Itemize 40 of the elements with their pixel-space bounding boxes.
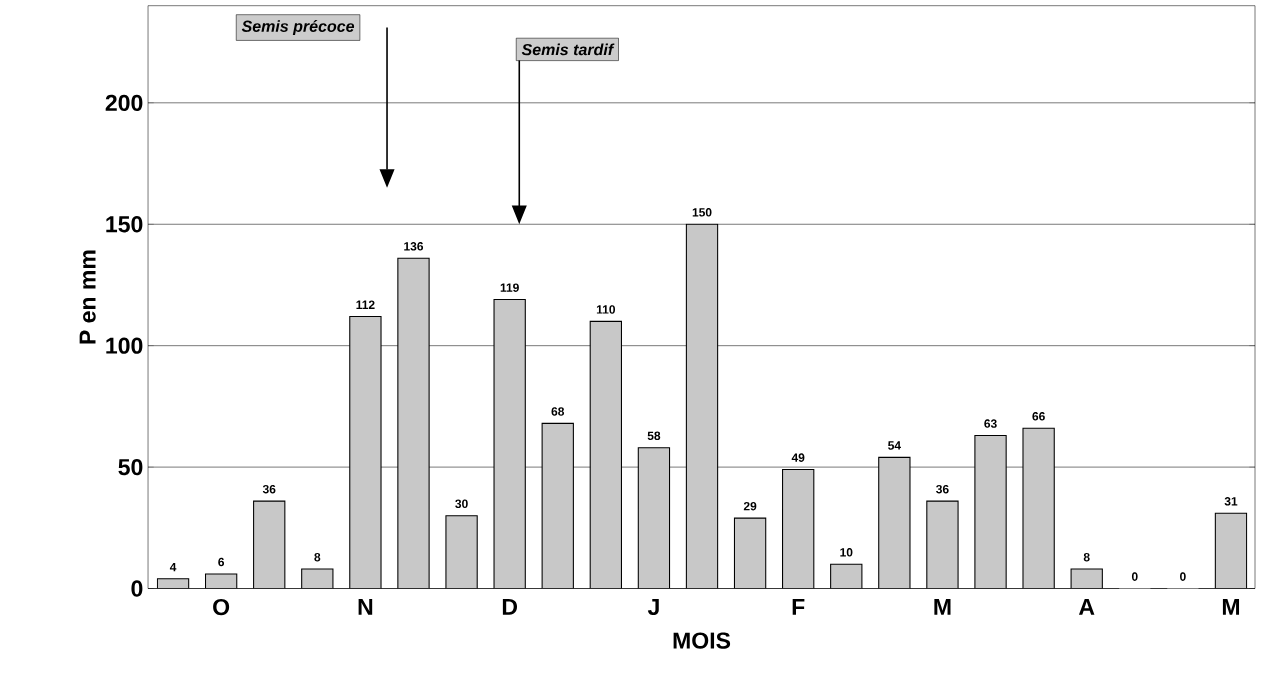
x-axis-title: MOIS: [673, 632, 731, 649]
x-tick-label: J: [647, 598, 659, 616]
data-label: 150: [692, 208, 712, 217]
y-tick-label: 50: [118, 459, 143, 476]
y-tick-label: 200: [105, 94, 143, 112]
data-label: 6: [218, 557, 225, 567]
x-tick-label: N: [358, 598, 373, 615]
data-label: 112: [356, 300, 375, 309]
data-label: 36: [262, 484, 276, 494]
x-tick-label: M: [934, 598, 951, 615]
data-label: 68: [551, 407, 565, 416]
data-label: 29: [743, 502, 757, 511]
x-tick-label: F: [792, 598, 805, 615]
annotation: Semis précoce: [241, 20, 355, 36]
x-tick-label: D: [502, 598, 518, 615]
data-label: 54: [888, 441, 901, 450]
data-label: 136: [404, 242, 424, 251]
data-label: 119: [500, 283, 519, 292]
annotation: Semis tardif: [521, 43, 615, 56]
x-tick-label: M: [1222, 598, 1240, 615]
data-label: 58: [647, 431, 661, 441]
y-tick-label: 100: [106, 337, 143, 354]
data-label: 8: [314, 553, 321, 562]
data-label: 36: [936, 484, 949, 494]
data-label: 0: [1180, 572, 1186, 581]
data-label: 63: [984, 419, 997, 428]
data-label: 49: [791, 453, 805, 462]
data-label: 4: [169, 562, 177, 572]
data-label: 110: [596, 305, 616, 314]
data-label: 30: [455, 499, 468, 509]
data-label: 0: [1131, 572, 1138, 581]
x-tick-label: A: [1078, 598, 1095, 615]
data-label: 8: [1083, 553, 1090, 562]
y-tick-label: 0: [131, 580, 143, 597]
data-label: 66: [1032, 412, 1045, 421]
x-tick-label: O: [213, 598, 230, 616]
data-label: 10: [840, 548, 853, 557]
y-axis-title: P en mm: [79, 250, 96, 344]
y-tick-label: 150: [106, 216, 143, 233]
data-label: 31: [1224, 497, 1238, 506]
